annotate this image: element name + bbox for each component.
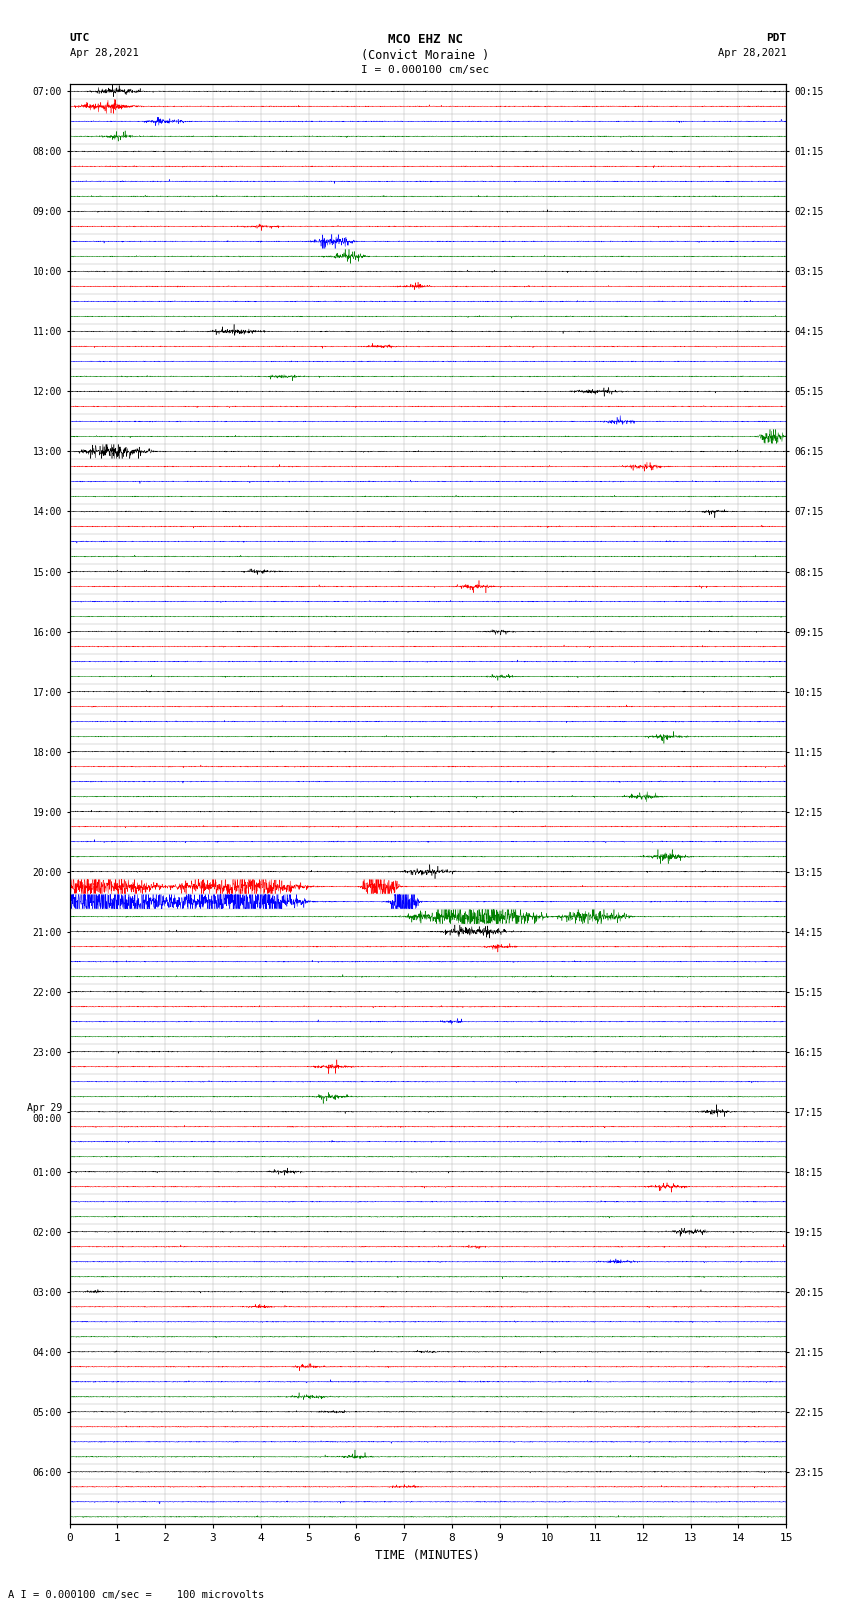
Text: I = 0.000100 cm/sec: I = 0.000100 cm/sec (361, 65, 489, 74)
Text: UTC: UTC (70, 32, 90, 44)
X-axis label: TIME (MINUTES): TIME (MINUTES) (376, 1548, 480, 1561)
Text: MCO EHZ NC: MCO EHZ NC (388, 32, 462, 47)
Text: (Convict Moraine ): (Convict Moraine ) (361, 50, 489, 63)
Text: Apr 28,2021: Apr 28,2021 (70, 48, 139, 58)
Text: A I = 0.000100 cm/sec =    100 microvolts: A I = 0.000100 cm/sec = 100 microvolts (8, 1590, 264, 1600)
Text: PDT: PDT (766, 32, 786, 44)
Text: Apr 28,2021: Apr 28,2021 (717, 48, 786, 58)
